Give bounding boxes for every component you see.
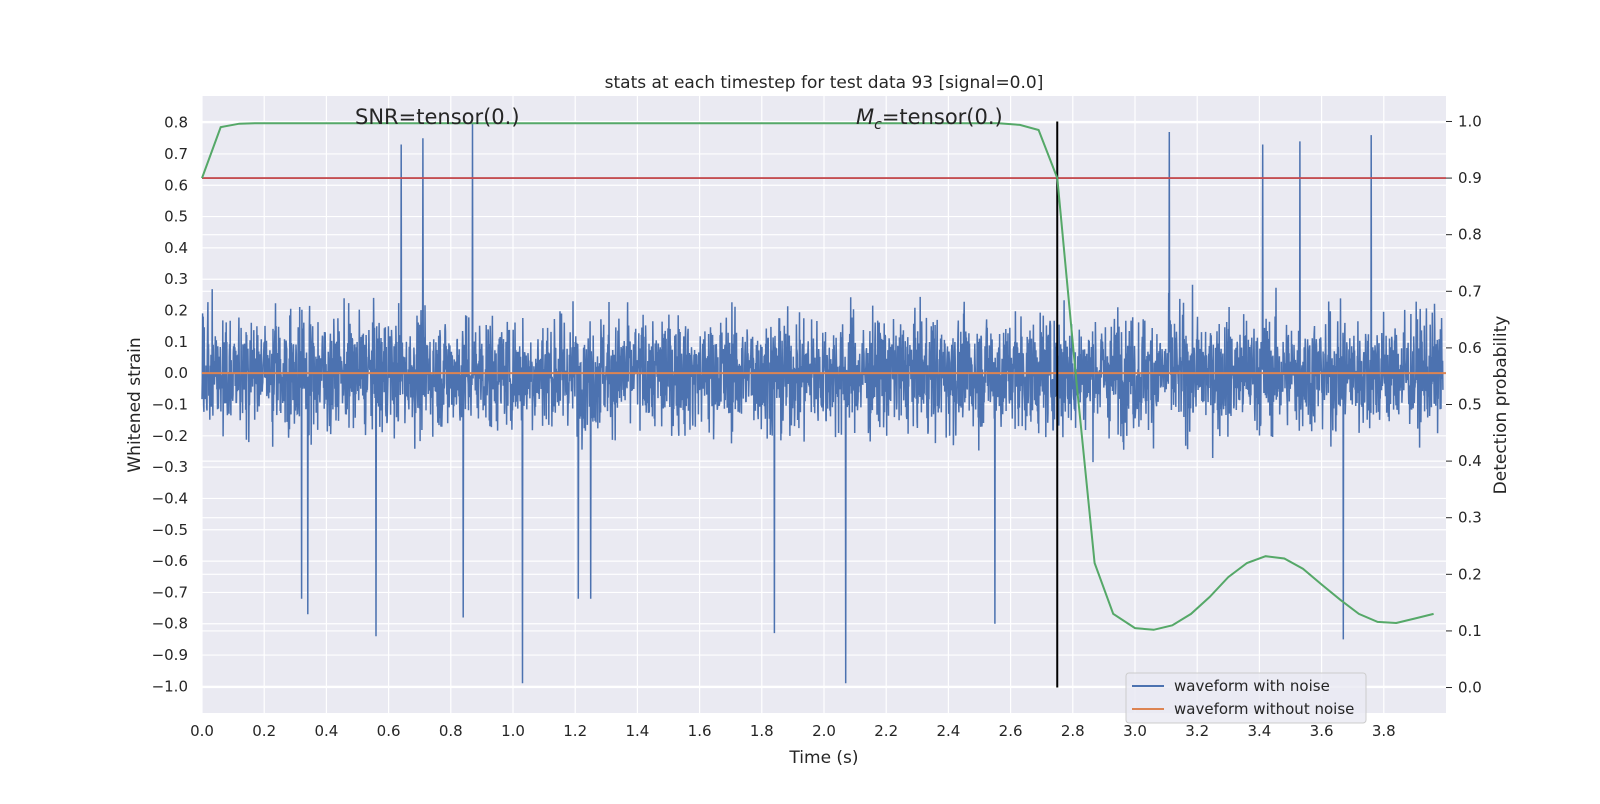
y2-tick-label: 0.8 <box>1458 226 1482 244</box>
x-tick-label: 0.0 <box>190 722 214 740</box>
x-tick-label: 0.6 <box>377 722 401 740</box>
y2-tick-label: 0.6 <box>1458 339 1482 357</box>
detection-probability-line <box>201 122 1434 631</box>
x-tick-label: 3.4 <box>1247 722 1271 740</box>
y-axis-label: Whitened strain <box>125 337 145 472</box>
x-tick-label: 3.8 <box>1372 722 1396 740</box>
noise-waveform-line <box>201 122 1444 684</box>
x-tick-label: 2.4 <box>936 722 960 740</box>
legend-box <box>1125 672 1367 724</box>
x-tick-label: 2.2 <box>874 722 898 740</box>
x-tick-label: 2.8 <box>1061 722 1085 740</box>
ticks-layer: 0.0 0.2 0.4 0.6 0.8 1.0 1.2 1.4 1.6 1.8 2.0 2.2 2.4 2… <box>152 112 1482 740</box>
y-tick-label: −0.9 <box>152 646 188 664</box>
legend: waveform with noise waveform without noi… <box>1125 672 1367 724</box>
chart-title: stats at each timestep for test data 93 … <box>605 73 1044 93</box>
y-tick-label: 0.8 <box>164 114 188 132</box>
x-tick-label: 0.4 <box>314 722 338 740</box>
x-tick-label: 1.4 <box>625 722 649 740</box>
x-tick-label: 2.0 <box>812 722 836 740</box>
y-tick-label: −0.3 <box>152 458 188 476</box>
x-tick-label: 1.8 <box>750 722 774 740</box>
snr-annotation: SNR=tensor(0.) <box>355 105 520 129</box>
y2-tick-label: 0.1 <box>1458 622 1482 640</box>
chirp-mass-value: =tensor(0.) <box>882 105 1003 129</box>
chirp-mass-symbol: M <box>856 105 874 129</box>
y-tick-label: 0.3 <box>164 270 188 288</box>
y2-tick-label: 0.4 <box>1458 452 1482 470</box>
y2-tick-label: 0.5 <box>1458 396 1482 414</box>
y-tick-label: 0.4 <box>164 239 188 257</box>
x-tick-label: 1.2 <box>563 722 587 740</box>
legend-label-clean: waveform without noise <box>1174 700 1354 718</box>
y-tick-label: −0.5 <box>152 521 188 539</box>
y-tick-label: 0.5 <box>164 208 188 226</box>
chirp-mass-subscript: c <box>874 117 882 133</box>
y-tick-label: −0.7 <box>152 583 188 601</box>
x-tick-label: 1.6 <box>688 722 712 740</box>
y-tick-label: 0.2 <box>164 302 188 320</box>
y2-tick-label: 1.0 <box>1458 112 1482 130</box>
y-tick-label: −0.1 <box>152 396 188 414</box>
y-tick-label: −0.8 <box>152 615 188 633</box>
x-tick-label: 3.0 <box>1123 722 1147 740</box>
x-tick-label: 0.8 <box>439 722 463 740</box>
y2-axis-label: Detection probability <box>1491 316 1511 495</box>
x-tick-label: 3.6 <box>1310 722 1334 740</box>
y2-tick-label: 0.2 <box>1458 565 1482 583</box>
y2-tick-label: 0.9 <box>1458 169 1482 187</box>
y2-tick-label: 0.0 <box>1458 679 1482 697</box>
y-tick-label: −1.0 <box>152 677 188 695</box>
y-tick-label: 0.6 <box>164 176 188 194</box>
y-tick-label: −0.6 <box>152 552 188 570</box>
y-tick-label: 0.0 <box>164 364 188 382</box>
x-tick-label: 3.2 <box>1185 722 1209 740</box>
y2-tick-label: 0.3 <box>1458 509 1482 527</box>
x-tick-label: 0.2 <box>252 722 276 740</box>
x-axis-label: Time (s) <box>788 748 858 768</box>
x-tick-label: 2.6 <box>999 722 1023 740</box>
y-tick-label: 0.7 <box>164 145 188 163</box>
y-tick-label: −0.2 <box>152 427 188 445</box>
chirp-mass-annotation: Mc=tensor(0.) <box>856 105 1003 133</box>
y-tick-label: 0.1 <box>164 333 188 351</box>
noise-layer <box>201 122 1444 684</box>
x-tick-label: 1.0 <box>501 722 525 740</box>
y-tick-label: −0.4 <box>152 489 188 507</box>
y2-tick-label: 0.7 <box>1458 282 1482 300</box>
legend-label-noise: waveform with noise <box>1174 677 1330 695</box>
lines-layer <box>201 121 1446 688</box>
